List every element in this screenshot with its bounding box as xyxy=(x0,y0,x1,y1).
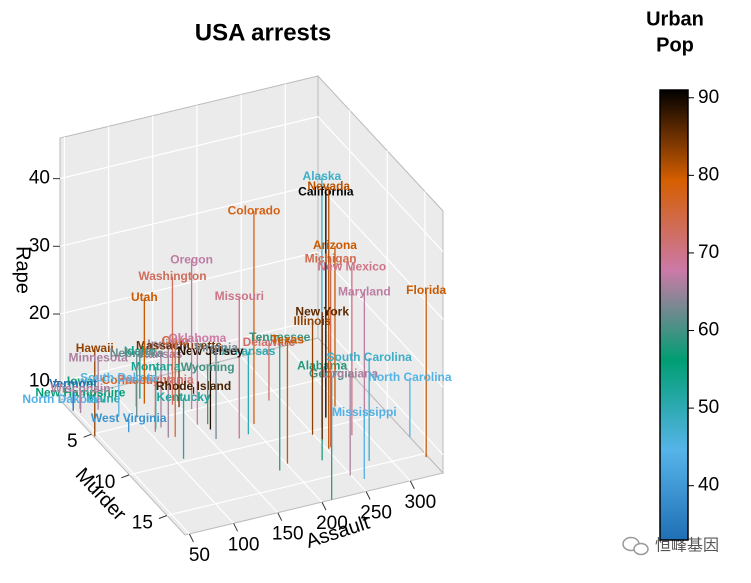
x-tick-label: 100 xyxy=(228,534,260,555)
z-tick-label: 30 xyxy=(29,235,50,256)
y-tick xyxy=(83,433,92,438)
point-label: New York xyxy=(295,304,349,318)
point-label: Oklahoma xyxy=(168,331,226,345)
point-label: Idaho xyxy=(124,344,156,358)
grid-line xyxy=(91,371,350,435)
z-tick-label: 20 xyxy=(29,303,50,324)
colorbar-tick-label: 80 xyxy=(698,164,719,185)
z-tick-label: 10 xyxy=(29,371,50,392)
colorbar-tick-label: 70 xyxy=(698,242,719,263)
point-label: Hawaii xyxy=(76,341,114,355)
y-tick-label: 15 xyxy=(132,512,153,533)
point-label: Oregon xyxy=(170,252,213,266)
grid-line xyxy=(196,366,323,503)
y-tick xyxy=(121,474,130,479)
grid-line xyxy=(63,398,190,535)
point-label: Wisconsin xyxy=(51,381,111,395)
x-tick xyxy=(365,491,371,500)
point-label: Tennessee xyxy=(249,330,310,344)
point-label: Florida xyxy=(406,283,446,297)
point-label: Delaware xyxy=(243,335,296,349)
point-label: Georgia xyxy=(309,367,355,381)
point-label: Arizona xyxy=(313,238,357,252)
point-label: California xyxy=(298,184,354,198)
point-label: Missouri xyxy=(215,289,264,303)
point-label: Texas xyxy=(271,333,304,347)
point-label: New Mexico xyxy=(318,260,387,274)
grid-line xyxy=(317,251,444,388)
chart-title: USA arrests xyxy=(195,19,332,46)
z-tick-label: 40 xyxy=(29,168,50,189)
x-tick xyxy=(277,512,283,521)
y-tick xyxy=(158,515,168,519)
point-label: Mississippi xyxy=(332,405,397,419)
x-tick-label: 150 xyxy=(272,524,304,545)
point-label: Arkansas xyxy=(221,344,275,358)
point-label: Virginia xyxy=(194,341,238,355)
colorbar-tick-label: 60 xyxy=(698,320,719,341)
grid-line xyxy=(152,377,279,514)
point-label: Nevada xyxy=(307,179,350,193)
grid-line xyxy=(240,356,367,492)
point-label: South Carolina xyxy=(326,350,412,364)
y-tick-label: 5 xyxy=(67,431,78,452)
point-label: Michigan xyxy=(305,251,357,265)
grid-line xyxy=(59,183,319,247)
x-tick xyxy=(233,523,239,532)
point-label: Rhode Island xyxy=(156,379,231,393)
point-label: North Dakota xyxy=(22,392,98,406)
point-label: North Carolina xyxy=(368,370,452,384)
grid-line xyxy=(284,345,411,482)
point-label: Washington xyxy=(138,269,206,283)
y-tick-label: 10 xyxy=(94,472,115,493)
colorbar xyxy=(659,89,689,541)
point-label: South Dakota xyxy=(80,371,158,385)
x-tick xyxy=(321,501,327,511)
grid-line xyxy=(317,116,444,253)
colorbar-title: Urban xyxy=(646,8,704,30)
point-label: Nebraska xyxy=(110,346,164,360)
grid-line xyxy=(166,452,426,517)
point-label: Vermont xyxy=(49,377,97,391)
point-label: New Jersey xyxy=(177,344,243,358)
grid-line xyxy=(129,412,388,476)
grid-line xyxy=(317,319,444,456)
point-label: Montana xyxy=(131,359,181,373)
grid-line xyxy=(59,319,319,383)
x-tick-label: 300 xyxy=(404,492,436,513)
point-label: Ohio xyxy=(162,334,189,348)
watermark-icon xyxy=(622,536,649,556)
point-label: Colorado xyxy=(228,204,281,218)
point-label: Utah xyxy=(131,290,158,304)
x-tick-label: 250 xyxy=(360,502,392,523)
colorbar-tick-label: 90 xyxy=(698,87,719,108)
colorbar-tick-label: 50 xyxy=(698,397,719,418)
point-label: Alaska xyxy=(303,169,342,183)
colorbar-title: Pop xyxy=(656,34,694,56)
z-axis-label: Rape xyxy=(12,246,34,294)
point-label: Maryland xyxy=(338,285,391,299)
point-label: West Virginia xyxy=(91,411,167,425)
grid-line xyxy=(59,116,319,180)
grid-line xyxy=(317,183,444,320)
colorbar-tick-label: 40 xyxy=(698,475,719,496)
x-tick-label: 50 xyxy=(189,545,210,566)
grid-line xyxy=(59,251,319,315)
point-label: Massachusetts xyxy=(136,338,222,352)
point-label: Wyoming xyxy=(181,360,235,374)
point-label: Maine xyxy=(86,391,120,405)
point-label: Minnesota xyxy=(68,350,128,364)
x-tick xyxy=(188,533,194,543)
x-tick-label: 200 xyxy=(316,513,348,534)
grid-line xyxy=(108,387,235,524)
point-label: Pennsylvania xyxy=(117,372,194,386)
x-tick xyxy=(409,480,415,490)
